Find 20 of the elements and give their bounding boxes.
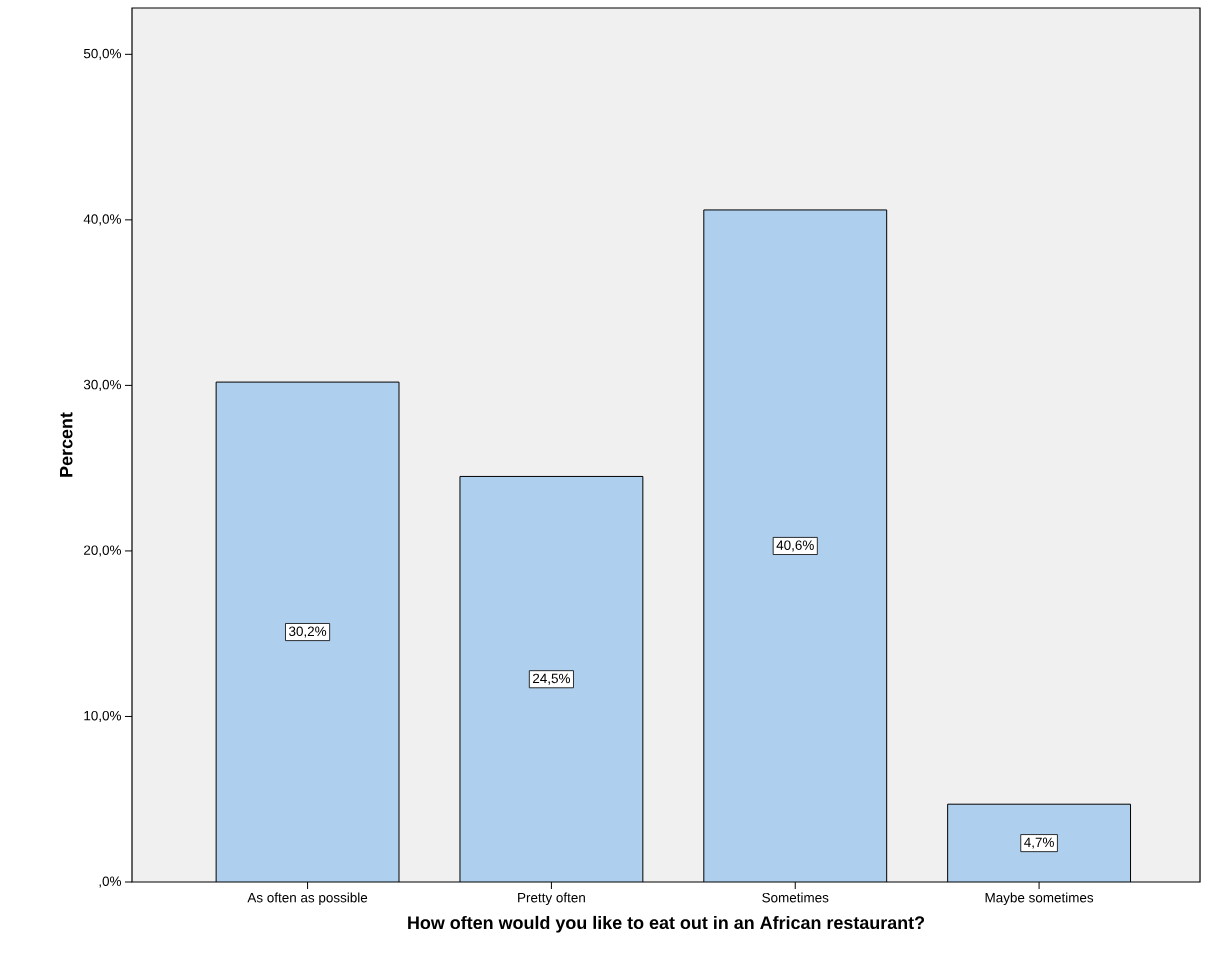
data-label: 24,5% <box>533 673 570 685</box>
x-tick-label: Maybe sometimes <box>985 892 1094 906</box>
y-axis-title: Percent <box>59 412 73 477</box>
x-axis-title: How often would you like to eat out in an African restaurant? <box>408 915 925 933</box>
y-tick-label: ,0% <box>99 876 122 888</box>
y-tick-label: 50,0% <box>83 48 121 60</box>
y-tick-label: 40,0% <box>83 214 121 226</box>
y-tick-label: 30,0% <box>83 379 121 391</box>
y-tick-label: 20,0% <box>84 545 121 557</box>
y-tick-label: 10,0% <box>84 710 121 723</box>
x-tick-label: As often as possible <box>247 892 368 906</box>
data-label: 4,7% <box>1024 837 1054 849</box>
bar <box>459 476 643 882</box>
bar <box>947 803 1132 882</box>
x-tick-label: Sometimes <box>762 892 829 903</box>
data-label: 40,6% <box>776 540 814 552</box>
bar <box>215 381 400 882</box>
data-label: 30,2% <box>289 626 327 638</box>
x-tick-label: Pretty often <box>518 892 585 906</box>
bar <box>703 209 888 882</box>
